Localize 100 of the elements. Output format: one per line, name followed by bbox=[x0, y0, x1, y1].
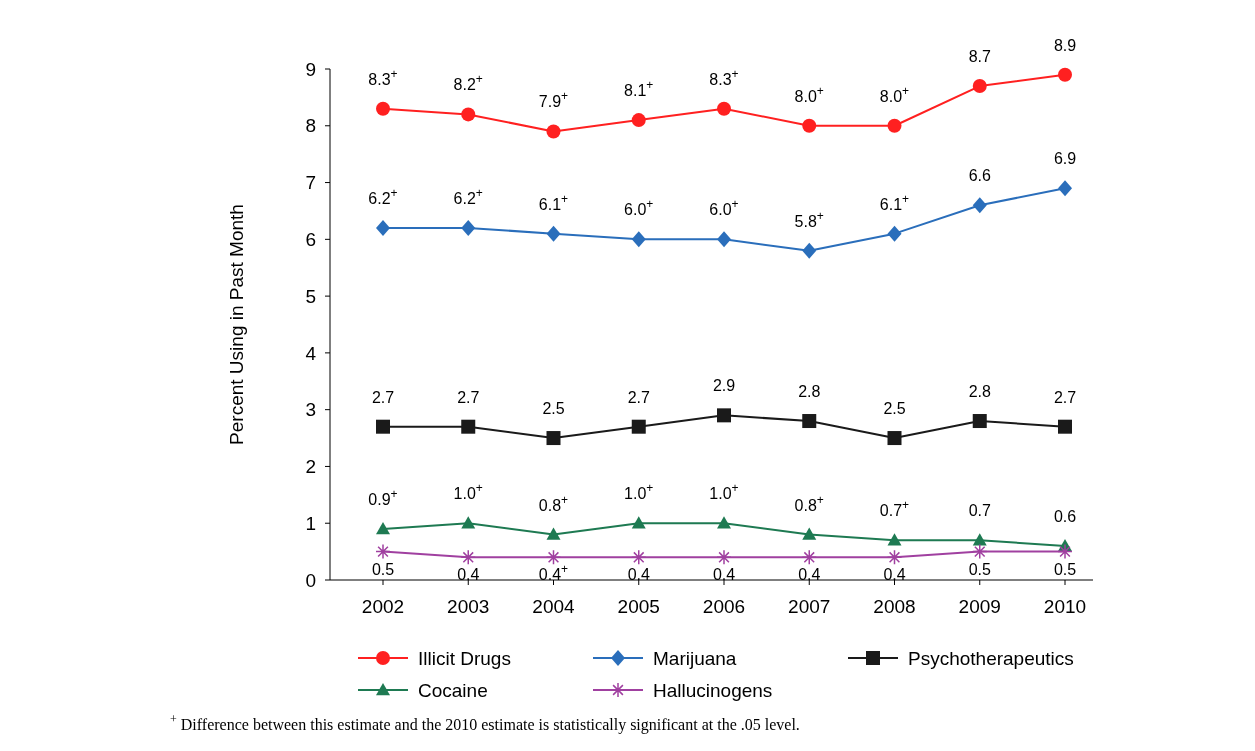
data-label: 2.9 bbox=[712, 377, 736, 395]
data-label: 6.2$^{+}$ bbox=[368, 185, 398, 207]
data-label: 0.5 bbox=[968, 560, 991, 578]
point bbox=[887, 533, 902, 546]
x-tick-label: 2004 bbox=[532, 596, 576, 617]
data-label: 5.8$^{+}$ bbox=[794, 208, 824, 230]
point bbox=[1058, 67, 1072, 82]
point bbox=[717, 101, 731, 116]
point bbox=[972, 543, 988, 560]
point bbox=[717, 516, 731, 529]
x-tick-label: 2008 bbox=[873, 596, 916, 617]
data-label: 2.7 bbox=[371, 388, 395, 406]
point bbox=[631, 516, 646, 529]
data-label: 6.1$^{+}$ bbox=[538, 191, 569, 213]
point bbox=[887, 118, 902, 133]
point bbox=[887, 225, 902, 242]
y-tick-label: 7 bbox=[305, 172, 316, 194]
data-label: 8.2$^{+}$ bbox=[453, 72, 483, 94]
data-label: 0.6 bbox=[1053, 507, 1077, 525]
data-label: 0.5 bbox=[371, 560, 395, 578]
point bbox=[631, 113, 646, 128]
data-label: 2.8 bbox=[798, 383, 821, 401]
data-label: 0.8$^{+}$ bbox=[794, 492, 824, 514]
point bbox=[545, 549, 562, 566]
y-tick-label: 2 bbox=[305, 456, 316, 478]
data-label: 2.8 bbox=[968, 383, 991, 401]
y-tick-label: 5 bbox=[305, 285, 316, 307]
y-tick-label: 8 bbox=[305, 115, 316, 137]
point bbox=[546, 431, 561, 446]
data-label: 6.0$^{+}$ bbox=[709, 197, 739, 219]
data-label: 1.0$^{+}$ bbox=[709, 481, 739, 503]
x-tick-label: 2005 bbox=[617, 596, 660, 617]
point bbox=[546, 124, 561, 139]
data-label: 6.6 bbox=[968, 167, 991, 185]
point bbox=[376, 521, 390, 535]
data-label: 6.0$^{+}$ bbox=[624, 197, 654, 219]
data-label: 8.9 bbox=[1053, 36, 1077, 54]
point bbox=[631, 231, 646, 248]
point bbox=[546, 225, 561, 242]
data-label: 0.4$^{+}$ bbox=[538, 562, 569, 584]
data-label: 2.7 bbox=[457, 388, 480, 406]
data-label: 2.5 bbox=[883, 400, 906, 418]
point bbox=[375, 543, 391, 560]
point bbox=[1058, 419, 1072, 434]
x-tick-label: 2007 bbox=[788, 596, 831, 617]
point bbox=[376, 101, 390, 116]
point bbox=[802, 242, 817, 259]
point bbox=[802, 414, 817, 429]
data-label: 6.1$^{+}$ bbox=[879, 191, 910, 213]
point bbox=[461, 219, 476, 236]
point bbox=[972, 533, 987, 546]
data-label: 1.0$^{+}$ bbox=[624, 481, 654, 503]
legend-label: Cocaine bbox=[418, 679, 488, 701]
point bbox=[461, 107, 476, 122]
point bbox=[802, 527, 817, 540]
point bbox=[631, 549, 647, 566]
point bbox=[546, 527, 561, 540]
data-label: 2.7 bbox=[1053, 388, 1077, 406]
data-label: 8.0$^{+}$ bbox=[794, 83, 824, 105]
data-label: 0.4 bbox=[883, 566, 906, 584]
data-label: 2.5 bbox=[542, 400, 565, 418]
point bbox=[716, 549, 732, 566]
data-label: 8.0$^{+}$ bbox=[879, 83, 910, 105]
point bbox=[802, 118, 817, 133]
point bbox=[376, 219, 390, 236]
x-tick-label: 2010 bbox=[1043, 596, 1087, 617]
y-axis-title: Percent Using in Past Month bbox=[226, 204, 247, 445]
point bbox=[376, 419, 390, 434]
point bbox=[972, 79, 987, 94]
y-tick-label: 4 bbox=[305, 342, 317, 364]
point bbox=[717, 408, 731, 423]
point bbox=[631, 419, 646, 434]
y-tick-label: 9 bbox=[305, 58, 316, 80]
data-label: 8.1$^{+}$ bbox=[624, 78, 654, 100]
data-label: 1.0$^{+}$ bbox=[453, 481, 483, 503]
data-label: 8.3$^{+}$ bbox=[709, 66, 739, 88]
x-tick-label: 2006 bbox=[702, 596, 746, 617]
data-label: 0.4 bbox=[798, 566, 821, 584]
data-label: 0.4 bbox=[457, 566, 480, 584]
text: $^{+}$ Difference between this estimate and the 2010 estimate is statistically significant at the .05 level. bbox=[170, 712, 800, 734]
legend-label: Illicit Drugs bbox=[418, 647, 511, 669]
point bbox=[972, 414, 987, 429]
point bbox=[1057, 543, 1073, 560]
data-label: 8.7 bbox=[968, 48, 991, 66]
y-tick-label: 0 bbox=[305, 569, 316, 591]
y-tick-label: 1 bbox=[305, 512, 316, 534]
point bbox=[886, 549, 903, 566]
point bbox=[801, 549, 817, 566]
data-label: 0.4 bbox=[712, 566, 736, 584]
y-tick-label: 3 bbox=[305, 399, 316, 421]
point bbox=[460, 549, 476, 566]
legend-label: Hallucinogens bbox=[653, 679, 773, 701]
x-tick-label: 2002 bbox=[361, 596, 405, 617]
data-label: 0.8$^{+}$ bbox=[538, 492, 569, 514]
point bbox=[461, 516, 476, 529]
y-tick-label: 6 bbox=[305, 228, 316, 250]
data-label: 0.7 bbox=[968, 502, 991, 520]
data-label: 2.7 bbox=[627, 388, 650, 406]
data-label: 7.9$^{+}$ bbox=[538, 89, 569, 111]
data-label: 8.3$^{+}$ bbox=[368, 66, 398, 88]
